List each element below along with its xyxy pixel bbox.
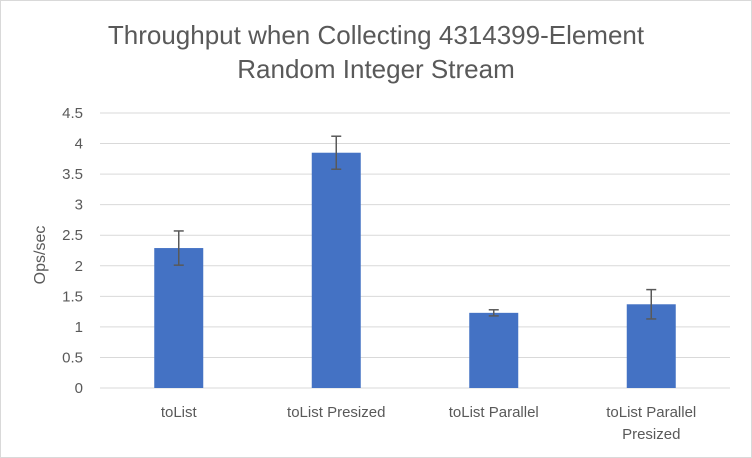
- x-tick-label: toList Parallel: [606, 404, 696, 421]
- x-tick-label: toList: [161, 404, 198, 421]
- bar: [154, 248, 204, 388]
- chart-title: Throughput when Collecting 4314399-Eleme…: [0, 18, 752, 86]
- chart-title-line-2: Random Integer Stream: [237, 54, 515, 84]
- chart-title-line-1: Throughput when Collecting 4314399-Eleme…: [107, 20, 645, 50]
- y-tick-label: 3.5: [62, 166, 83, 183]
- x-tick-label: toList Parallel: [449, 404, 539, 421]
- y-tick-label: 3: [75, 197, 83, 214]
- y-tick-label: 4.5: [62, 105, 83, 122]
- x-tick-label: toList Presized: [287, 404, 385, 421]
- bar: [469, 312, 519, 388]
- x-tick-label: Presized: [622, 426, 680, 443]
- bar: [311, 152, 361, 388]
- y-tick-label: 1.5: [62, 288, 83, 305]
- y-tick-label: 0.5: [62, 349, 83, 366]
- y-tick-label: 1: [75, 319, 83, 336]
- y-tick-label: 2.5: [62, 227, 83, 244]
- y-tick-label: 0: [75, 380, 83, 397]
- y-tick-label: 2: [75, 258, 83, 275]
- y-tick-label: 4: [75, 136, 83, 153]
